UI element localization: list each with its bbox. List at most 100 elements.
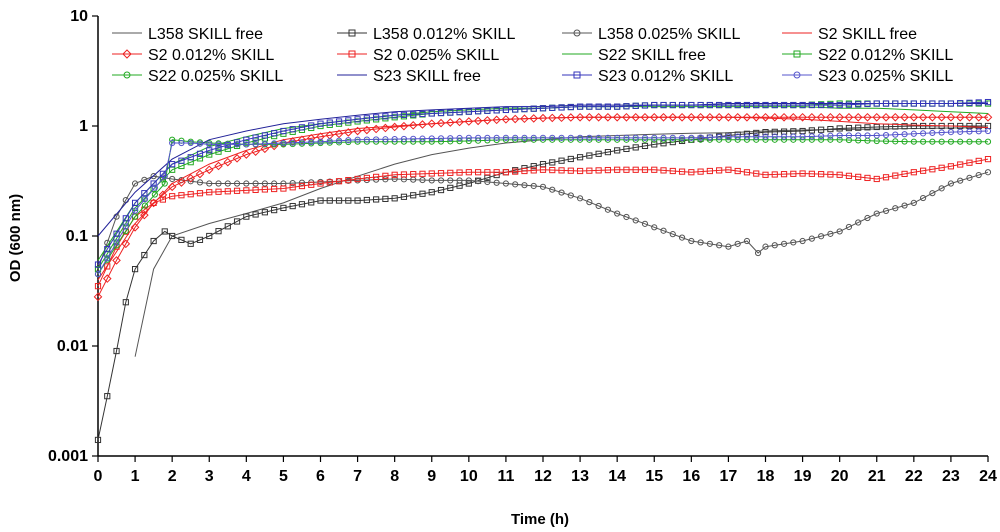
data-marker: [975, 128, 982, 135]
data-marker: [196, 236, 204, 243]
data-marker: [558, 167, 565, 174]
data-marker: [363, 115, 370, 122]
data-marker: [558, 157, 565, 164]
data-marker: [660, 134, 667, 141]
data-marker: [399, 121, 409, 131]
data-marker: [632, 134, 639, 141]
data-marker: [892, 100, 899, 107]
data-marker: [864, 124, 871, 131]
x-tick-label: 20: [831, 468, 849, 485]
data-marker: [141, 202, 149, 209]
data-marker: [493, 179, 500, 186]
data-marker: [419, 110, 426, 118]
data-marker: [734, 167, 741, 175]
data-marker: [215, 188, 222, 195]
data-marker: [595, 103, 602, 110]
data-marker: [586, 136, 593, 143]
data-marker: [660, 136, 667, 143]
data-marker: [725, 166, 732, 173]
data-marker: [233, 218, 241, 225]
x-tick-label: 1: [131, 468, 140, 485]
data-marker: [206, 141, 213, 148]
data-marker: [520, 114, 529, 124]
data-marker: [678, 234, 686, 241]
data-marker: [475, 169, 482, 176]
data-marker: [131, 266, 139, 273]
data-marker: [391, 171, 398, 178]
legend-item: S23 SKILL free: [337, 68, 481, 85]
data-marker: [641, 166, 649, 173]
data-marker: [573, 29, 581, 37]
data-marker: [484, 178, 491, 186]
data-marker: [512, 106, 519, 113]
data-marker: [947, 163, 955, 170]
data-marker: [465, 169, 472, 176]
data-marker: [575, 112, 585, 122]
data-marker: [753, 129, 760, 137]
series-line: [97, 158, 989, 287]
data-marker: [640, 112, 650, 122]
data-marker: [390, 122, 399, 132]
data-marker: [901, 123, 908, 130]
data-marker: [818, 126, 825, 133]
data-marker: [641, 134, 649, 141]
data-marker: [261, 140, 268, 147]
data-marker: [326, 179, 333, 186]
data-marker: [382, 113, 389, 120]
data-marker: [345, 197, 352, 204]
data-marker: [512, 168, 519, 175]
data-marker: [502, 180, 510, 187]
legend-item: S2 SKILL free: [782, 26, 917, 43]
data-marker: [751, 112, 761, 122]
data-marker: [196, 190, 204, 197]
series-line: [97, 171, 989, 270]
data-marker: [910, 122, 917, 130]
data-marker: [651, 134, 658, 141]
data-marker: [159, 196, 166, 203]
data-marker: [233, 141, 241, 148]
x-tick-label: 7: [353, 468, 362, 485]
data-marker: [567, 136, 574, 143]
data-marker: [688, 136, 695, 143]
data-marker: [308, 199, 315, 206]
data-marker: [753, 170, 760, 177]
data-marker: [151, 184, 158, 191]
data-marker: [113, 239, 120, 246]
data-marker: [214, 161, 223, 171]
data-marker: [651, 224, 658, 231]
data-marker: [206, 189, 213, 196]
data-marker: [790, 101, 797, 109]
data-marker: [938, 129, 945, 136]
data-marker: [529, 114, 539, 123]
data-marker: [289, 184, 296, 191]
data-marker: [427, 119, 437, 128]
data-marker: [938, 138, 945, 145]
data-marker: [373, 173, 380, 180]
data-marker: [623, 134, 630, 141]
data-marker: [808, 170, 815, 177]
data-marker: [122, 223, 129, 230]
data-marker: [929, 129, 936, 137]
data-marker: [938, 164, 945, 171]
data-marker: [252, 137, 259, 144]
data-marker: [576, 136, 584, 143]
data-marker: [549, 104, 556, 111]
data-marker: [456, 134, 463, 142]
data-marker: [725, 243, 732, 250]
x-tick-label: 12: [534, 468, 552, 485]
data-marker: [918, 112, 928, 122]
data-marker: [818, 233, 825, 240]
data-marker: [308, 181, 315, 188]
data-marker: [391, 195, 398, 202]
data-marker: [855, 101, 862, 108]
data-marker: [754, 249, 762, 257]
data-marker: [604, 149, 611, 156]
data-marker: [151, 191, 158, 198]
data-marker: [855, 173, 862, 180]
data-marker: [345, 177, 352, 184]
data-marker: [957, 138, 964, 145]
data-marker: [418, 120, 427, 129]
data-marker: [558, 136, 565, 143]
data-marker: [799, 170, 806, 177]
data-marker: [447, 109, 454, 116]
